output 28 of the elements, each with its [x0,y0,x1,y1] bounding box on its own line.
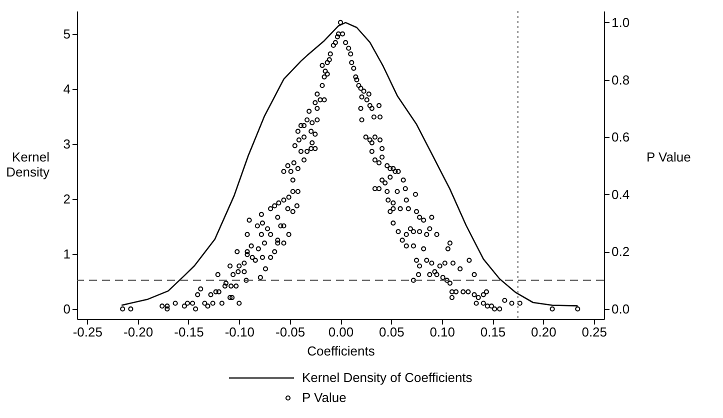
legend-label: P Value [302,390,346,405]
x-tick-label: 0.00 [328,324,354,340]
y2-tick-label: 0.6 [612,130,630,145]
y-tick-label: 5 [63,26,70,42]
x-tick-label: 0.05 [379,324,404,340]
x-tick-label: 0.10 [430,324,455,340]
y-tick-label: 2 [63,192,70,207]
y-tick-label: 1 [63,246,70,262]
y-axis-title: Kernel Density [6,150,50,180]
y-tick-label: 3 [63,136,70,152]
y-tick-label: 0 [63,302,70,317]
x-tick-label: -0.25 [72,324,102,340]
x-tick-label: 0.25 [582,324,608,340]
y2-axis-title: P Value [646,150,691,164]
x-tick-label: -0.10 [224,324,254,340]
legend-label: Kernel Density of Coefficients [302,370,473,385]
x-tick-label: 0.20 [531,324,556,340]
y2-tick-label: 0.0 [612,301,630,316]
x-tick-label: -0.05 [276,324,306,340]
y2-tick-label: 0.8 [612,72,630,88]
x-tick-label: -0.15 [174,324,204,340]
y2-tick-label: 1.0 [612,14,630,30]
y2-tick-label: 0.2 [612,244,630,260]
y-tick-label: 4 [63,82,70,97]
y2-tick-label: 0.4 [612,186,630,202]
x-tick-label: -0.20 [123,324,154,340]
x-axis-title: Coefficients [307,344,376,358]
x-tick-label: 0.15 [480,324,506,340]
